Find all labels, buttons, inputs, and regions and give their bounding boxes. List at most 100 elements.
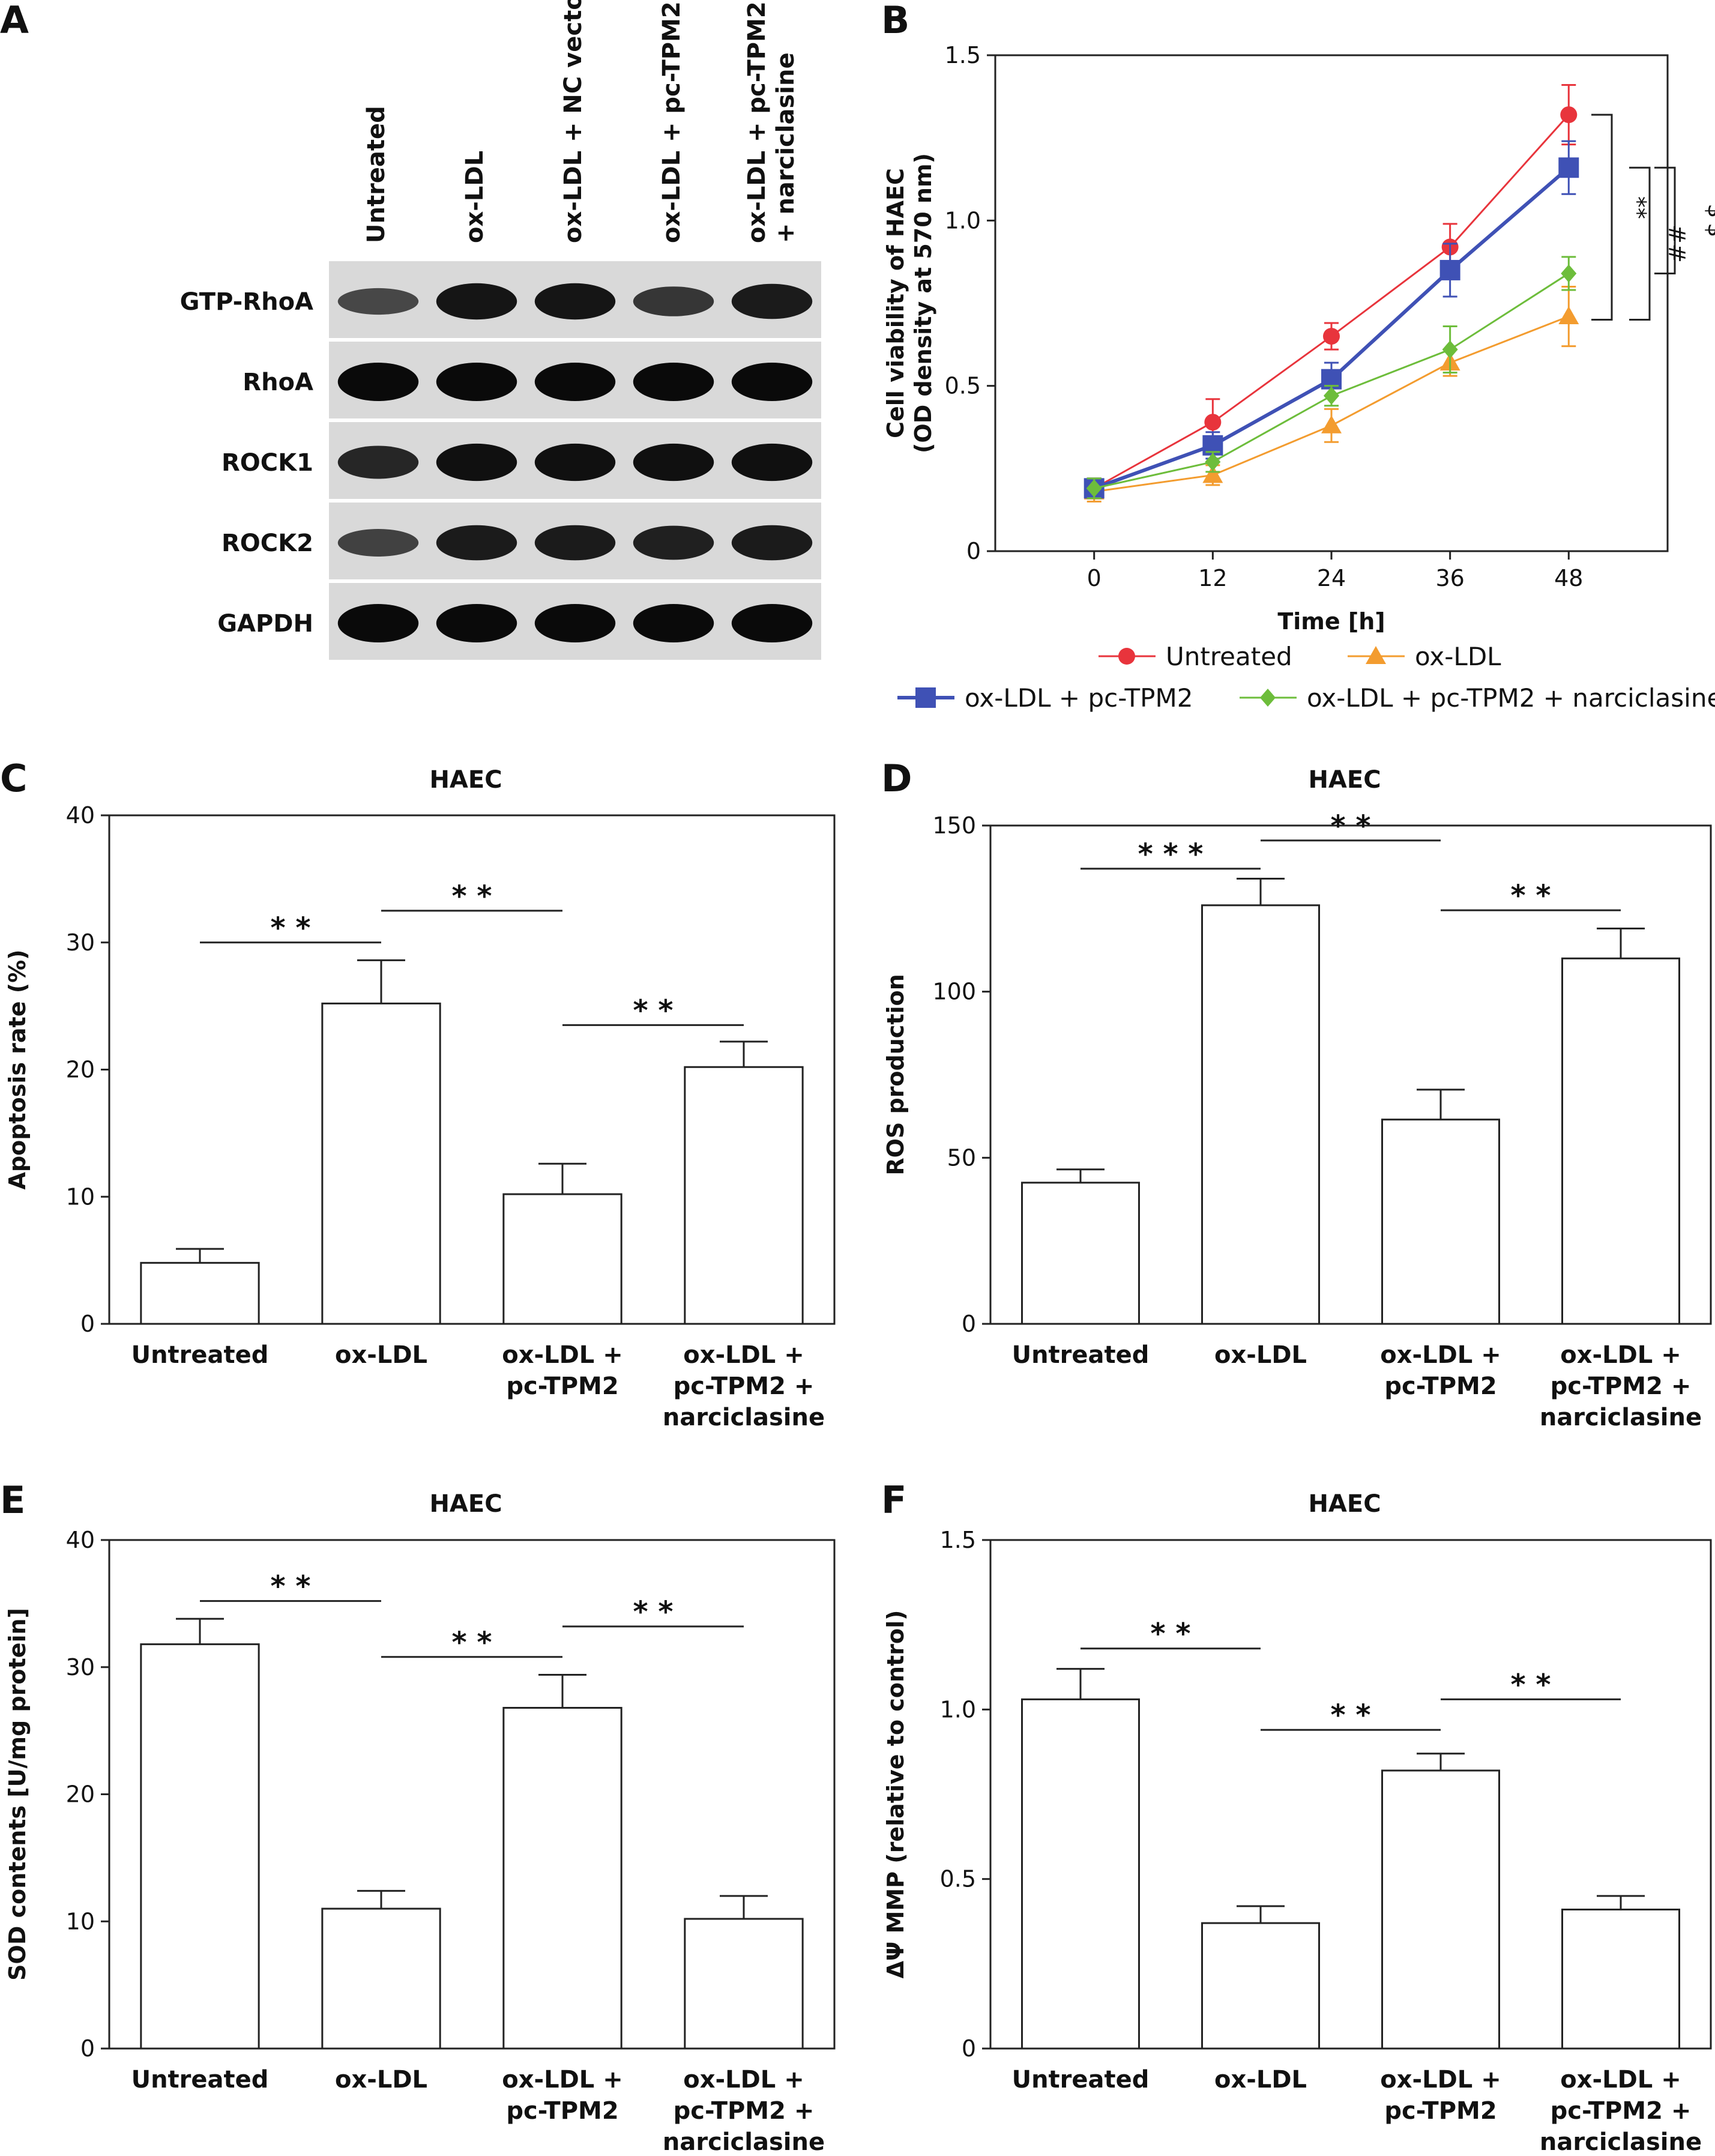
category-label: ox-LDL + pc-TPM2 bbox=[1380, 2066, 1501, 2125]
y-tick-label: 1.5 bbox=[940, 1527, 976, 1553]
y-tick-label: 1.5 bbox=[945, 42, 981, 68]
y-axis-label: SOD contents [U/mg protein] bbox=[4, 1608, 31, 1981]
blot-band bbox=[731, 604, 813, 642]
data-point bbox=[1205, 453, 1221, 471]
blot-band bbox=[534, 525, 616, 561]
ros-bar-chart: HAEC 0 50 100 150 ROS production Untreated ox-L… bbox=[882, 766, 1712, 1431]
bar bbox=[1201, 904, 1320, 1325]
blot-band bbox=[337, 604, 419, 642]
mmp-bar-chart: HAEC 0 0.5 1.0 1.5 ΔΨ MMP (relative to contro… bbox=[882, 1490, 1712, 2156]
blot-band bbox=[534, 443, 616, 482]
legend-label: Untreated bbox=[1166, 642, 1292, 671]
chart-title: HAEC bbox=[1308, 766, 1381, 794]
x-tick-label: 12 bbox=[1198, 565, 1227, 591]
data-point bbox=[1561, 264, 1577, 283]
y-tick-label: 0 bbox=[962, 1311, 976, 1337]
chart-title: HAEC bbox=[429, 1490, 502, 1518]
category-label: Untreated bbox=[131, 2066, 269, 2094]
data-point bbox=[1442, 340, 1458, 359]
bar bbox=[321, 1907, 441, 2050]
significance-bracket bbox=[1629, 166, 1651, 321]
blot-band bbox=[534, 604, 616, 642]
x-tick-label: 48 bbox=[1554, 565, 1583, 591]
significance-bracket bbox=[1591, 113, 1613, 321]
y-tick-label: 0 bbox=[80, 1311, 95, 1337]
panel-letter-a: A bbox=[0, 0, 29, 42]
blot-band bbox=[534, 283, 616, 320]
y-tick-label: 0 bbox=[966, 538, 981, 564]
blot-band bbox=[534, 363, 616, 401]
legend-marker bbox=[1118, 648, 1135, 665]
y-tick-label: 150 bbox=[932, 812, 976, 839]
blot-band bbox=[436, 525, 517, 561]
y-tick-label: 0.5 bbox=[945, 373, 981, 399]
blot-band bbox=[436, 283, 517, 320]
y-tick-label: 100 bbox=[932, 979, 976, 1005]
protein-label: ROCK2 bbox=[222, 530, 313, 557]
blot-band bbox=[633, 363, 714, 401]
legend-label: ox-LDL + pc-TPM2 + narciclasine bbox=[1307, 683, 1715, 713]
significance-stars: * * bbox=[633, 1595, 674, 1629]
significance-stars: * * bbox=[271, 1570, 311, 1604]
lane-label: ox-LDL + NC vector bbox=[559, 0, 587, 243]
significance-stars: * * bbox=[633, 994, 674, 1027]
blot-band bbox=[731, 283, 813, 319]
y-axis-label: ΔΨ MMP (relative to control) bbox=[882, 1610, 909, 1979]
y-axis-label: ROS production bbox=[882, 974, 909, 1175]
category-label: ox-LDL bbox=[335, 2066, 427, 2094]
y-tick-label: 10 bbox=[66, 1183, 95, 1210]
legend-marker bbox=[1260, 689, 1276, 707]
lane-label: Untreated bbox=[363, 106, 390, 243]
blot-band bbox=[633, 525, 714, 560]
y-tick-label: 0 bbox=[80, 2035, 95, 2062]
x-tick-label: 0 bbox=[1087, 565, 1102, 591]
blot-band bbox=[337, 288, 419, 315]
blot-band bbox=[436, 443, 517, 482]
y-tick-label: 0.5 bbox=[940, 1866, 976, 1892]
significance-mark: $$ bbox=[1703, 204, 1715, 237]
data-point bbox=[1323, 328, 1340, 345]
bar bbox=[684, 1918, 804, 2050]
bar bbox=[502, 1193, 622, 1325]
data-point bbox=[1439, 259, 1460, 280]
bar bbox=[140, 1643, 260, 2050]
category-label: ox-LDL bbox=[335, 1341, 427, 1369]
panel-letter-c: C bbox=[0, 756, 28, 800]
lane-label: ox-LDL + pc-TPM2 bbox=[658, 1, 686, 243]
panel-letter-b: B bbox=[881, 0, 909, 42]
bar bbox=[1381, 1769, 1500, 2050]
y-tick-label: 1.0 bbox=[940, 1696, 976, 1723]
y-tick-label: 40 bbox=[66, 802, 95, 829]
significance-stars: * * bbox=[1331, 1699, 1371, 1732]
category-label: ox-LDL + pc-TPM2 bbox=[1380, 1341, 1501, 1400]
x-tick-label: 36 bbox=[1435, 565, 1464, 591]
cell-viability-line-chart: 0 0.5 1.0 1.5 0 12 24 36 48 Time [h] Cell viabilit… bbox=[882, 42, 1715, 713]
category-label: Untreated bbox=[1012, 1341, 1150, 1369]
y-tick-label: 20 bbox=[66, 1057, 95, 1083]
category-label: ox-LDL + pc-TPM2 + narciclasine bbox=[663, 1341, 825, 1431]
data-point bbox=[1560, 106, 1578, 124]
protein-label: ROCK1 bbox=[222, 449, 313, 477]
chart-title: HAEC bbox=[429, 766, 502, 794]
y-tick-label: 0 bbox=[962, 2035, 976, 2062]
category-label: ox-LDL + pc-TPM2 + narciclasine bbox=[1540, 2066, 1702, 2156]
category-label: ox-LDL bbox=[1214, 2066, 1307, 2094]
bar bbox=[684, 1066, 804, 1325]
blot-band bbox=[337, 445, 419, 479]
blot-band bbox=[436, 604, 517, 642]
bar bbox=[1021, 1698, 1140, 2050]
bar bbox=[1381, 1119, 1500, 1325]
plot-frame bbox=[994, 54, 1669, 552]
plot-frame bbox=[989, 1539, 1712, 2050]
blot-band bbox=[633, 286, 714, 316]
y-axis-label: Cell viability of HAEC(OD density at 570… bbox=[882, 153, 936, 453]
category-label: ox-LDL + pc-TPM2 bbox=[502, 2066, 623, 2125]
x-tick-label: 24 bbox=[1317, 565, 1346, 591]
chart-title: HAEC bbox=[1308, 1490, 1381, 1518]
bar bbox=[1201, 1922, 1320, 2050]
legend-marker bbox=[1366, 646, 1386, 664]
blot-band bbox=[337, 529, 419, 557]
blot-band bbox=[731, 363, 813, 401]
y-tick-label: 30 bbox=[66, 1654, 95, 1680]
